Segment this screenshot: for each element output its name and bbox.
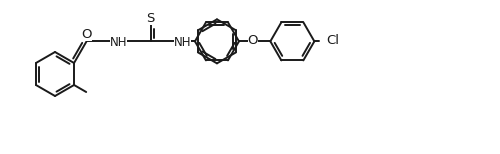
Text: NH: NH bbox=[110, 36, 128, 49]
Text: Cl: Cl bbox=[326, 34, 340, 47]
Text: O: O bbox=[248, 34, 258, 47]
Text: S: S bbox=[146, 12, 154, 25]
Text: O: O bbox=[82, 28, 92, 41]
Text: NH: NH bbox=[174, 36, 192, 49]
